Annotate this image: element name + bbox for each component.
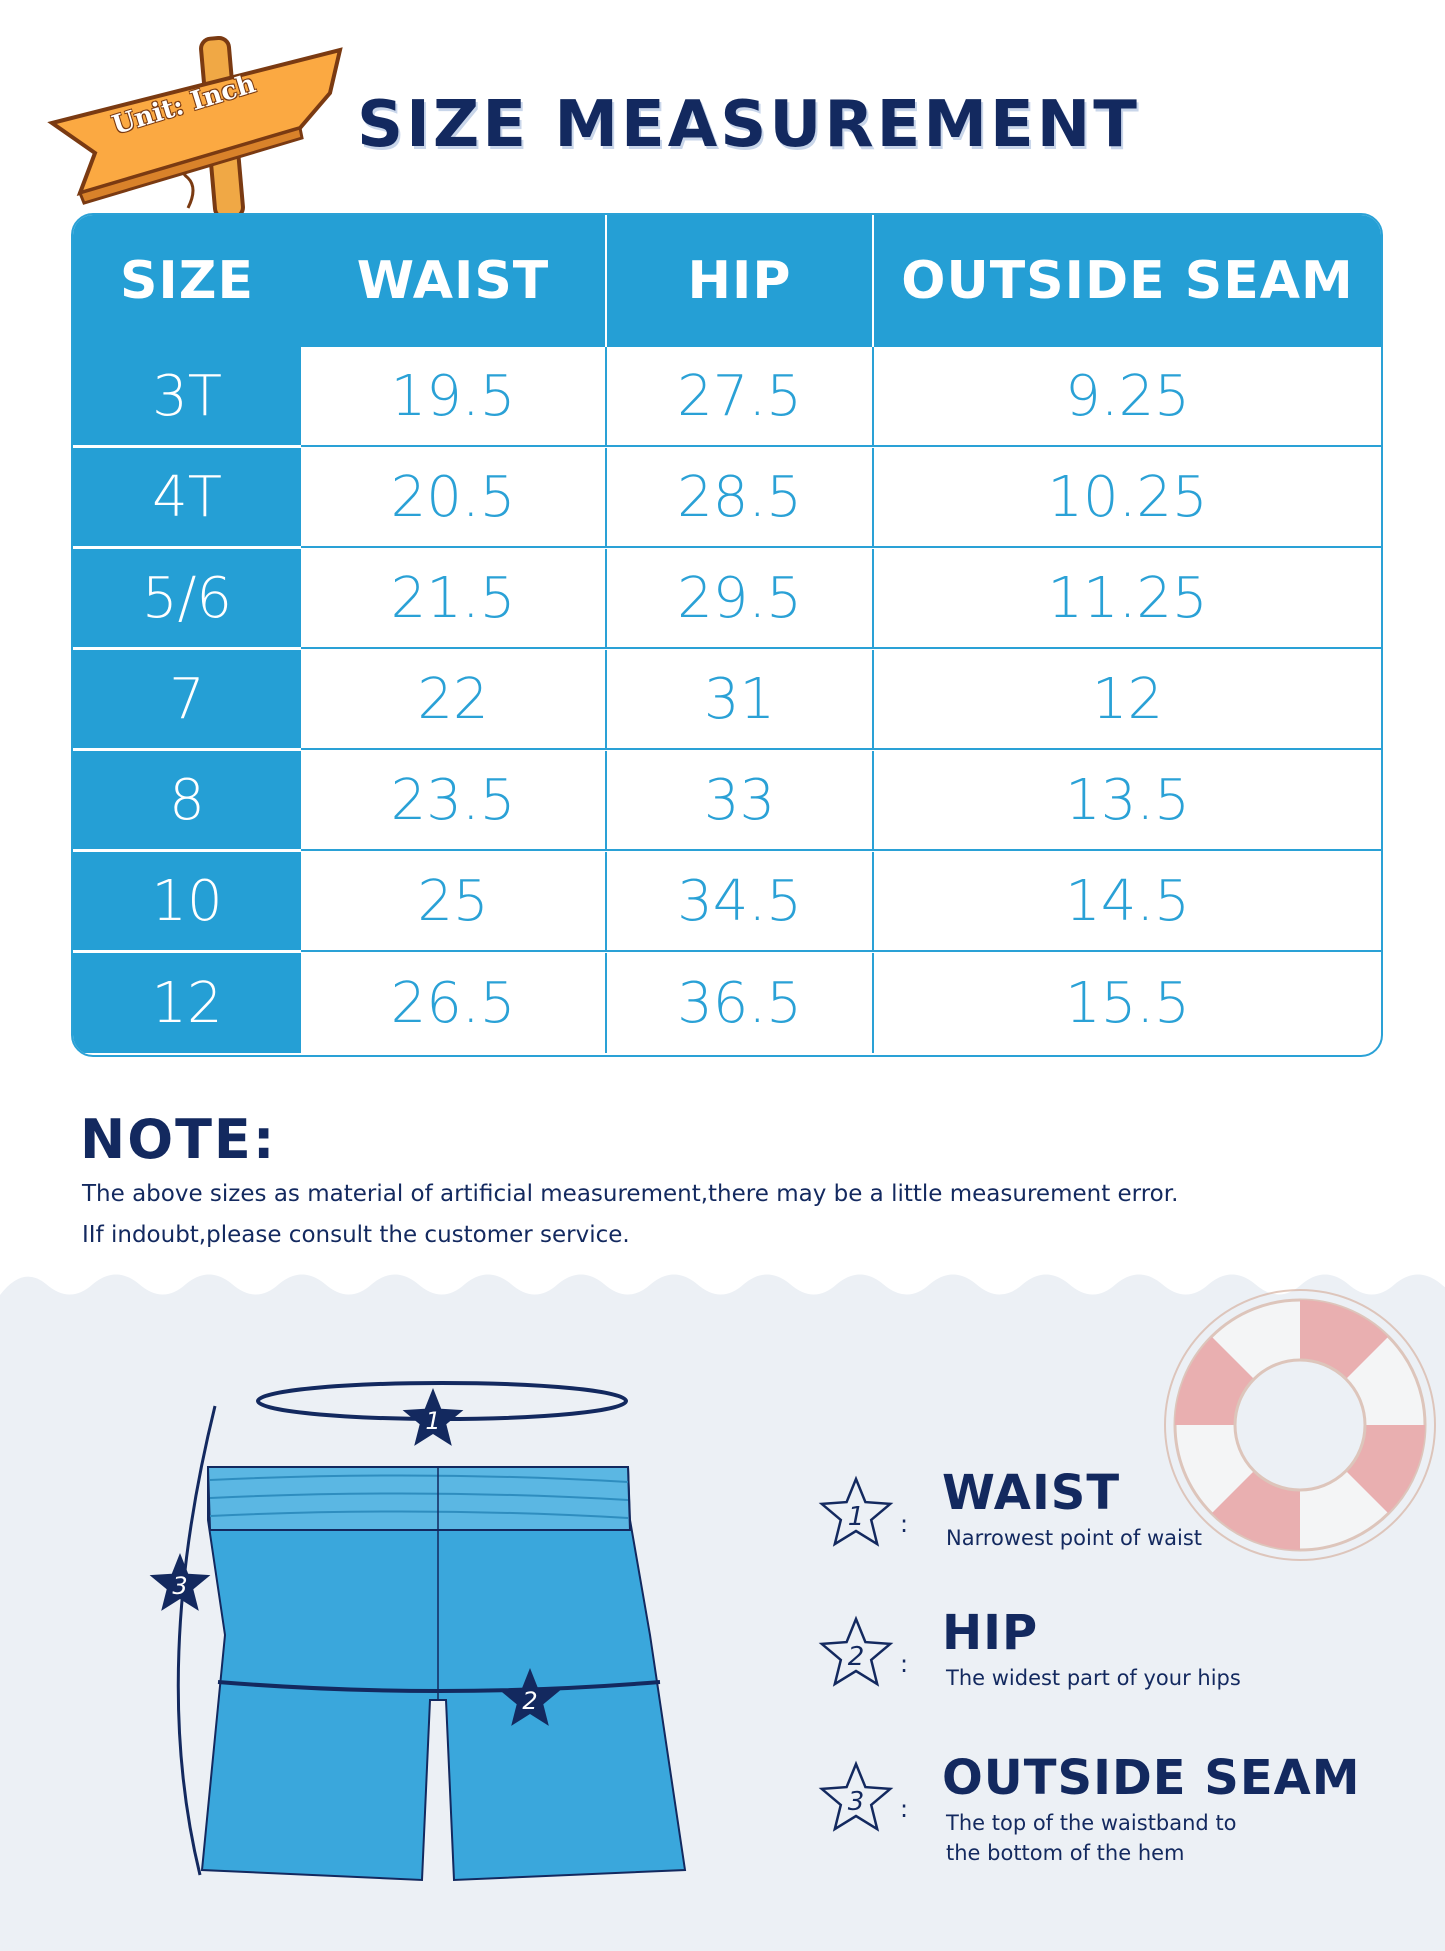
hip-line bbox=[217, 1680, 661, 1693]
star-outline-icon: 3: bbox=[818, 1760, 908, 1832]
table-row: 7 22 31 12 bbox=[73, 650, 1381, 750]
cell-hip: 33 bbox=[607, 751, 874, 851]
cell-hip: 34.5 bbox=[607, 852, 874, 952]
svg-text::: : bbox=[900, 1650, 908, 1678]
marker-number: 1 bbox=[425, 1407, 440, 1435]
cell-hip: 31 bbox=[607, 650, 874, 750]
cell-waist: 19.5 bbox=[301, 347, 607, 447]
marker-number: 2 bbox=[522, 1687, 537, 1715]
lifebuoy-icon bbox=[1164, 1289, 1436, 1561]
marker-star-icon: 2 bbox=[499, 1668, 561, 1726]
cell-waist: 26.5 bbox=[301, 953, 607, 1053]
legend-desc: The top of the waistband to bbox=[946, 1811, 1237, 1835]
cell-outside-seam: 10.25 bbox=[874, 448, 1381, 548]
size-table: SIZE WAIST HIP OUTSIDE SEAM 3T 19.5 27.5 9.… bbox=[71, 213, 1383, 1057]
svg-text::: : bbox=[900, 1795, 908, 1823]
cell-hip: 28.5 bbox=[607, 448, 874, 548]
cell-size: 3T bbox=[73, 347, 301, 447]
outseam-line bbox=[176, 1405, 217, 1876]
cell-waist: 21.5 bbox=[301, 549, 607, 649]
table-row: 4T 20.5 28.5 10.25 bbox=[73, 448, 1381, 548]
header-waist: WAIST bbox=[301, 215, 607, 347]
cell-size: 5/6 bbox=[73, 549, 301, 649]
marker-number: 3 bbox=[172, 1572, 187, 1600]
cell-outside-seam: 11.25 bbox=[874, 549, 1381, 649]
svg-text::: : bbox=[900, 1510, 908, 1538]
table-row: 8 23.5 33 13.5 bbox=[73, 751, 1381, 851]
signpost-icon bbox=[47, 35, 343, 221]
legend-number: 2 bbox=[848, 1642, 865, 1672]
cell-waist: 23.5 bbox=[301, 751, 607, 851]
cell-size: 12 bbox=[73, 953, 301, 1053]
wave-decoration bbox=[0, 1274, 1445, 1310]
table-row: 12 26.5 36.5 15.5 bbox=[73, 953, 1381, 1053]
cell-outside-seam: 15.5 bbox=[1065, 970, 1190, 1036]
cell-waist: 20.5 bbox=[301, 448, 607, 548]
shorts-diagram: 1 2 3 bbox=[149, 1381, 687, 1882]
marker-star-icon: 3 bbox=[149, 1553, 211, 1611]
legend-desc: the bottom of the hem bbox=[946, 1841, 1185, 1865]
legend-desc: The widest part of your hips bbox=[946, 1666, 1241, 1690]
cell-hip: 36.5 bbox=[607, 953, 874, 1053]
cell-hip: 27.5 bbox=[607, 347, 874, 447]
unit-signpost: Unit: Inch bbox=[40, 28, 360, 221]
table-row: 5/6 21.5 29.5 11.25 bbox=[73, 549, 1381, 649]
legend-title: OUTSIDE SEAM bbox=[942, 1750, 1361, 1806]
cell-waist: 22 bbox=[301, 650, 607, 750]
legend-desc: Narrowest point of waist bbox=[946, 1526, 1203, 1550]
page-title: SIZE MEASUREMENT bbox=[357, 88, 1140, 162]
cell-waist: 25 bbox=[301, 852, 607, 952]
header-size: SIZE bbox=[119, 251, 255, 311]
table-row: 10 25 34.5 14.5 bbox=[73, 852, 1381, 952]
star-outline-icon: 1: bbox=[818, 1475, 908, 1547]
cell-size: 4T bbox=[73, 448, 301, 548]
cell-size: 8 bbox=[73, 751, 301, 851]
table-row: 3T 19.5 27.5 9.25 bbox=[73, 347, 1381, 447]
legend-title: HIP bbox=[942, 1605, 1039, 1661]
cell-outside-seam: 14.5 bbox=[874, 852, 1381, 952]
note-heading: NOTE: bbox=[80, 1108, 277, 1171]
legend-title: WAIST bbox=[942, 1465, 1121, 1521]
note-line: The above sizes as material of artificia… bbox=[82, 1181, 1179, 1207]
table-header: SIZE WAIST HIP OUTSIDE SEAM bbox=[73, 215, 1381, 347]
note-line: IIf indoubt,please consult the customer … bbox=[82, 1222, 630, 1248]
star-outline-icon: 2: bbox=[818, 1615, 908, 1687]
cell-outside-seam: 9.25 bbox=[874, 347, 1381, 447]
legend-number: 1 bbox=[848, 1502, 865, 1532]
legend-number: 3 bbox=[848, 1787, 865, 1817]
header-hip: HIP bbox=[607, 215, 874, 347]
cell-outside-seam: 12 bbox=[874, 650, 1381, 750]
cell-outside-seam: 13.5 bbox=[874, 751, 1381, 851]
cell-hip: 29.5 bbox=[607, 549, 874, 649]
header-outside-seam: OUTSIDE SEAM bbox=[901, 251, 1354, 311]
marker-star-icon: 1 bbox=[402, 1388, 464, 1446]
cell-size: 10 bbox=[73, 852, 301, 952]
cell-size: 7 bbox=[73, 650, 301, 750]
